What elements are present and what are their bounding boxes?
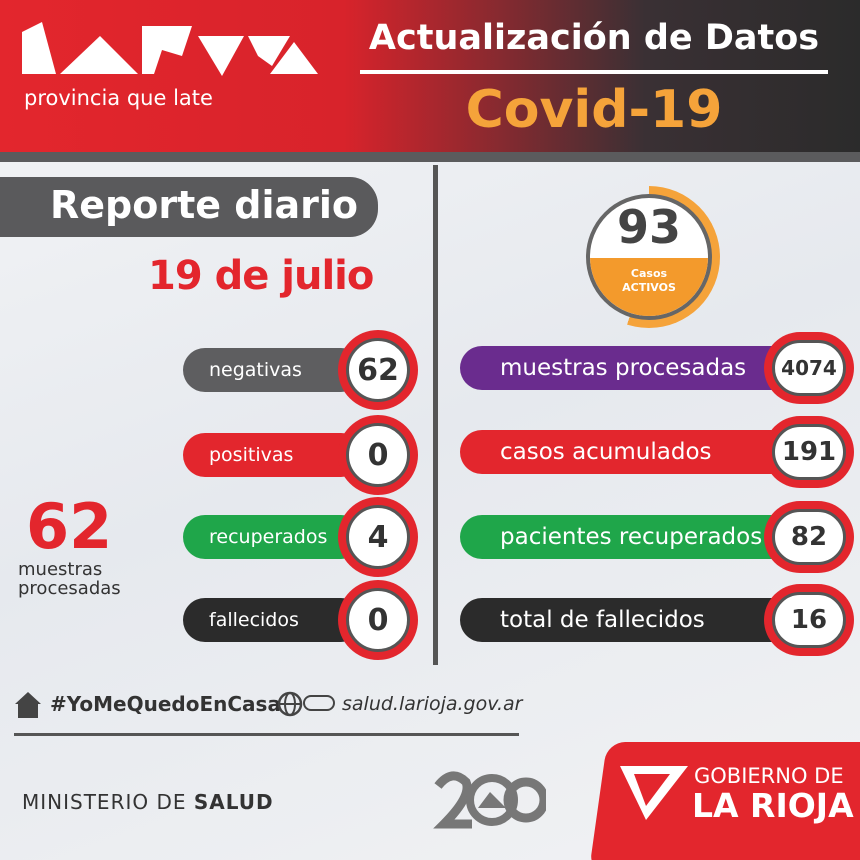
total-value: 62 [26, 490, 113, 563]
gov-logo [620, 766, 688, 820]
gov-top: GOBIERNO DE [694, 764, 844, 788]
tagline: provincia que late [24, 86, 213, 110]
ministry-text: MINISTERIO DE [22, 790, 187, 814]
stat-value: 16 [772, 592, 846, 648]
logo [22, 22, 318, 76]
subtitle: Covid-19 [465, 80, 723, 140]
ministry: MINISTERIO DE SALUD [22, 790, 274, 814]
stat-pill: total de fallecidos [460, 598, 800, 642]
web-icon [278, 691, 335, 717]
stat-value: 0 [346, 588, 410, 652]
date: 19 de julio [148, 253, 374, 299]
footer-rule [14, 733, 519, 736]
stat-value: 4074 [772, 340, 846, 396]
active-label-top: Casos [630, 267, 668, 280]
stat-pill: recuperados [183, 515, 363, 559]
column-divider [433, 165, 438, 665]
heading: Reporte diario [50, 183, 358, 227]
active-ring [586, 194, 712, 320]
ministry-bold: SALUD [193, 790, 274, 814]
heading-box [0, 177, 378, 237]
website: salud.larioja.gov.ar [342, 693, 523, 715]
stat-value: 191 [772, 424, 846, 480]
gov-bottom: LA RIOJA [692, 786, 854, 825]
stat-pill: casos acumulados [460, 430, 800, 474]
stat-pill: pacientes recuperados [460, 515, 800, 559]
stat-value: 82 [772, 509, 846, 565]
stat-pill: fallecidos [183, 598, 363, 642]
anniversary-logo [433, 771, 546, 829]
stat-value: 0 [346, 423, 410, 487]
stat-pill: positivas [183, 433, 363, 477]
stat-pill: negativas [183, 348, 363, 392]
header-band [0, 0, 860, 152]
home-icon [15, 692, 41, 718]
stat-value: 4 [346, 505, 410, 569]
total-label: muestras procesadas [18, 559, 121, 599]
active-label-bottom: ACTIVOS [622, 281, 676, 294]
hashtag: #YoMeQuedoEnCasa [50, 692, 281, 716]
title: Actualización de Datos [368, 18, 820, 58]
title-rule [360, 70, 828, 74]
stat-value: 62 [346, 338, 410, 402]
stat-pill: muestras procesadas [460, 346, 800, 390]
header-stripe [0, 152, 860, 162]
active-fill [590, 258, 708, 316]
active-value: 93 [616, 200, 681, 254]
